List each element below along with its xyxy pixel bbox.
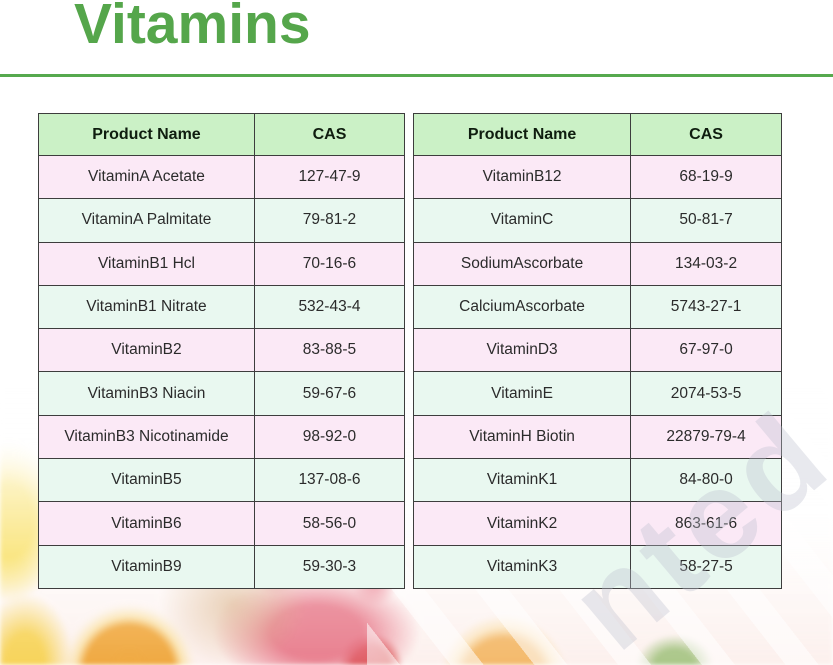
cas-cell: 5743-27-1 [630,284,782,330]
product-name-cell: VitaminA Palmitate [38,198,255,243]
cas-cell: 59-67-6 [253,371,406,416]
table-row: VitaminB3 Nicotinamide 98-92-0 [38,414,406,460]
table-row: VitaminD3 67-97-0 [412,328,782,373]
product-name-cell: VitaminB12 [412,154,632,200]
table-row: VitaminB9 59-30-3 [38,544,406,589]
product-name-cell: VitaminB2 [38,328,255,373]
table-row: VitaminK2 863-61-6 [412,501,782,546]
table-row: VitaminB1 Nitrate 532-43-4 [38,284,406,330]
product-name-cell: VitaminK2 [412,501,632,546]
table-row: VitaminB6 58-56-0 [38,501,406,546]
product-name-cell: VitaminB1 Nitrate [38,284,255,330]
header-row: Product Name CAS [38,113,406,156]
column-header-product-name: Product Name [38,113,255,156]
table-row: VitaminA Palmitate 79-81-2 [38,198,406,243]
cas-cell: 22879-79-4 [630,414,782,460]
table-row: VitaminH Biotin 22879-79-4 [412,414,782,460]
cas-cell: 84-80-0 [630,458,782,503]
product-name-cell: CalciumAscorbate [412,284,632,330]
table-row: CalciumAscorbate 5743-27-1 [412,284,782,330]
table-row: VitaminE 2074-53-5 [412,371,782,416]
page-title: Vitamins [74,0,311,56]
table-row: VitaminB12 68-19-9 [412,154,782,200]
product-name-cell: VitaminK1 [412,458,632,503]
product-name-cell: VitaminD3 [412,328,632,373]
table-row: VitaminK3 58-27-5 [412,544,782,589]
table-row: VitaminB3 Niacin 59-67-6 [38,371,406,416]
cas-cell: 58-56-0 [253,501,406,546]
table-row: VitaminB2 83-88-5 [38,328,406,373]
cas-cell: 863-61-6 [630,501,782,546]
product-name-cell: VitaminH Biotin [412,414,632,460]
cas-cell: 127-47-9 [253,154,406,200]
cas-cell: 67-97-0 [630,328,782,373]
title-divider [0,74,833,77]
product-name-cell: VitaminB5 [38,458,255,503]
cas-cell: 2074-53-5 [630,371,782,416]
cas-cell: 134-03-2 [630,241,782,286]
table-row: VitaminB1 Hcl 70-16-6 [38,241,406,286]
cas-cell: 68-19-9 [630,154,782,200]
product-name-cell: VitaminA Acetate [38,154,255,200]
vitamins-table-right: Product Name CAS VitaminB12 68-19-9 Vitami… [412,113,782,589]
product-name-cell: VitaminB6 [38,501,255,546]
product-name-cell: VitaminC [412,198,632,243]
cas-cell: 79-81-2 [253,198,406,243]
column-header-product-name: Product Name [412,113,632,156]
product-name-cell: VitaminB9 [38,544,255,589]
table-row: VitaminC 50-81-7 [412,198,782,243]
product-name-cell: VitaminE [412,371,632,416]
table-row: SodiumAscorbate 134-03-2 [412,241,782,286]
table-row: VitaminB5 137-08-6 [38,458,406,503]
table-row: VitaminK1 84-80-0 [412,458,782,503]
cas-cell: 137-08-6 [253,458,406,503]
cas-cell: 532-43-4 [253,284,406,330]
product-name-cell: SodiumAscorbate [412,241,632,286]
table-row: VitaminA Acetate 127-47-9 [38,154,406,200]
column-header-cas: CAS [253,113,406,156]
cas-cell: 83-88-5 [253,328,406,373]
cas-cell: 59-30-3 [253,544,406,589]
cas-cell: 58-27-5 [630,544,782,589]
vitamins-table-left: Product Name CAS VitaminA Acetate 127-47-… [38,113,406,589]
cas-cell: 70-16-6 [253,241,406,286]
product-name-cell: VitaminB3 Niacin [38,371,255,416]
cas-cell: 98-92-0 [253,414,406,460]
column-header-cas: CAS [630,113,782,156]
product-name-cell: VitaminB3 Nicotinamide [38,414,255,460]
cas-cell: 50-81-7 [630,198,782,243]
header-row: Product Name CAS [412,113,782,156]
product-name-cell: VitaminK3 [412,544,632,589]
product-name-cell: VitaminB1 Hcl [38,241,255,286]
